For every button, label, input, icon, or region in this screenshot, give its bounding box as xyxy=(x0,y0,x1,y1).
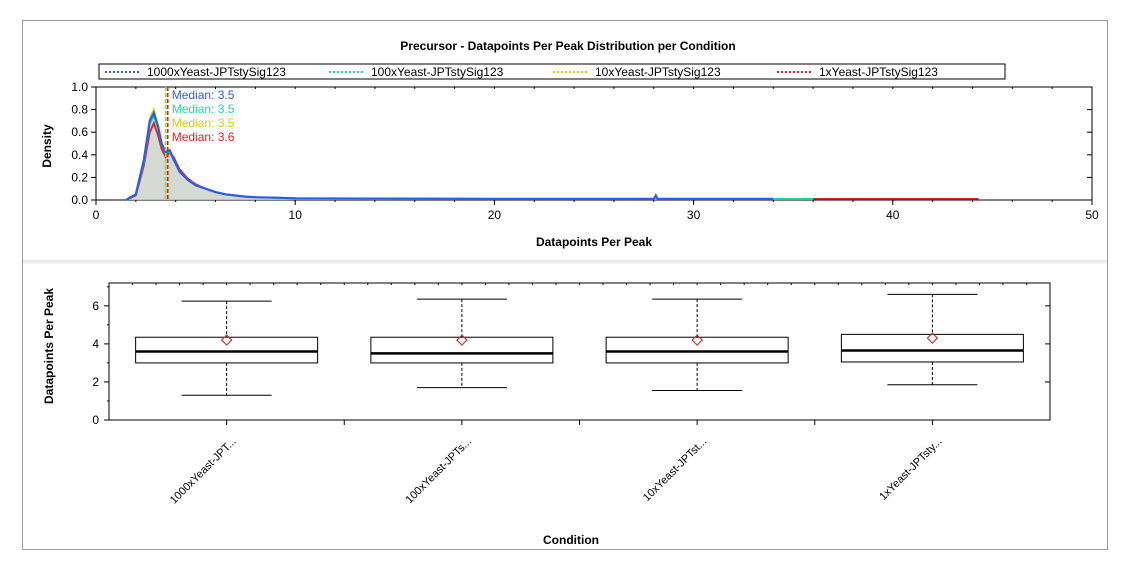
box-y-tick-label: 2 xyxy=(92,375,99,389)
box-x-tick-label: 1xYeast-JPTsty... xyxy=(877,436,944,503)
density-y-tick-label: 0.2 xyxy=(71,170,88,184)
chart-panel: Precursor - Datapoints Per Peak Distribu… xyxy=(22,20,1108,550)
density-x-axis-label: Datapoints Per Peak xyxy=(536,235,652,249)
density-x-tick-label: 50 xyxy=(1085,208,1099,222)
density-x-tick-label: 20 xyxy=(488,208,502,222)
density-x-tick-label: 10 xyxy=(289,208,303,222)
box-y-tick-label: 6 xyxy=(92,299,99,313)
density-title: Precursor - Datapoints Per Peak Distribu… xyxy=(400,39,735,53)
box-y-tick-label: 4 xyxy=(92,337,99,351)
box-iqr xyxy=(135,336,319,364)
density-area xyxy=(125,112,774,200)
boxplot-y-axis-label: Datapoints Per Peak xyxy=(42,288,56,404)
box-iqr xyxy=(605,336,789,364)
density-y-tick-label: 0.0 xyxy=(71,193,88,207)
box-mean-marker xyxy=(691,334,703,346)
legend-label-2: 10xYeast-JPTstySig123 xyxy=(595,65,721,79)
box-x-tick-label: 100xYeast-JPTs... xyxy=(404,436,474,506)
density-x-tick-label: 0 xyxy=(93,208,100,222)
legend-label-0: 1000xYeast-JPTstySig123 xyxy=(147,65,286,79)
density-y-tick-label: 0.8 xyxy=(71,103,88,117)
box-x-tick-label: 10xYeast-JPTst... xyxy=(641,436,709,504)
box-x-tick-label: 1000xYeast-JPT... xyxy=(168,436,239,507)
box-iqr xyxy=(370,336,554,364)
density-line-0 xyxy=(125,110,774,201)
density-plot-area xyxy=(95,86,1093,201)
box-y-tick-label: 0 xyxy=(92,413,99,427)
legend-label-3: 1xYeast-JPTstySig123 xyxy=(819,65,938,79)
legend-label-1: 100xYeast-JPTstySig123 xyxy=(371,65,504,79)
legend: 1000xYeast-JPTstySig123 100xYeast-JPTstyS… xyxy=(105,65,938,79)
density-y-tick-label: 1.0 xyxy=(71,80,88,94)
box-mean-marker xyxy=(926,332,939,345)
median-label-3: Median: 3.6 xyxy=(172,130,235,144)
box-mean-marker xyxy=(456,334,468,346)
density-axes: 0 10 20 30 40 50 0.0 0.2 0.4 0.6 0.8 1.0 xyxy=(71,80,1099,222)
box-iqr xyxy=(840,333,1024,363)
density-y-tick-label: 0.4 xyxy=(71,148,88,162)
boxplot-marks xyxy=(135,293,1024,396)
box-mean-marker xyxy=(220,334,233,346)
chart-canvas: Precursor - Datapoints Per Peak Distribu… xyxy=(23,39,1107,547)
median-label-0: Median: 3.5 xyxy=(172,88,235,102)
density-x-tick-label: 40 xyxy=(886,208,900,222)
median-label-1: Median: 3.5 xyxy=(172,102,235,116)
legend-box xyxy=(98,63,1006,80)
density-y-axis-label: Density xyxy=(40,124,54,168)
median-label-2: Median: 3.5 xyxy=(172,116,235,130)
boxplot-x-axis-label: Condition xyxy=(543,533,599,547)
density-x-tick-label: 30 xyxy=(687,208,701,222)
density-y-tick-label: 0.6 xyxy=(71,125,88,139)
